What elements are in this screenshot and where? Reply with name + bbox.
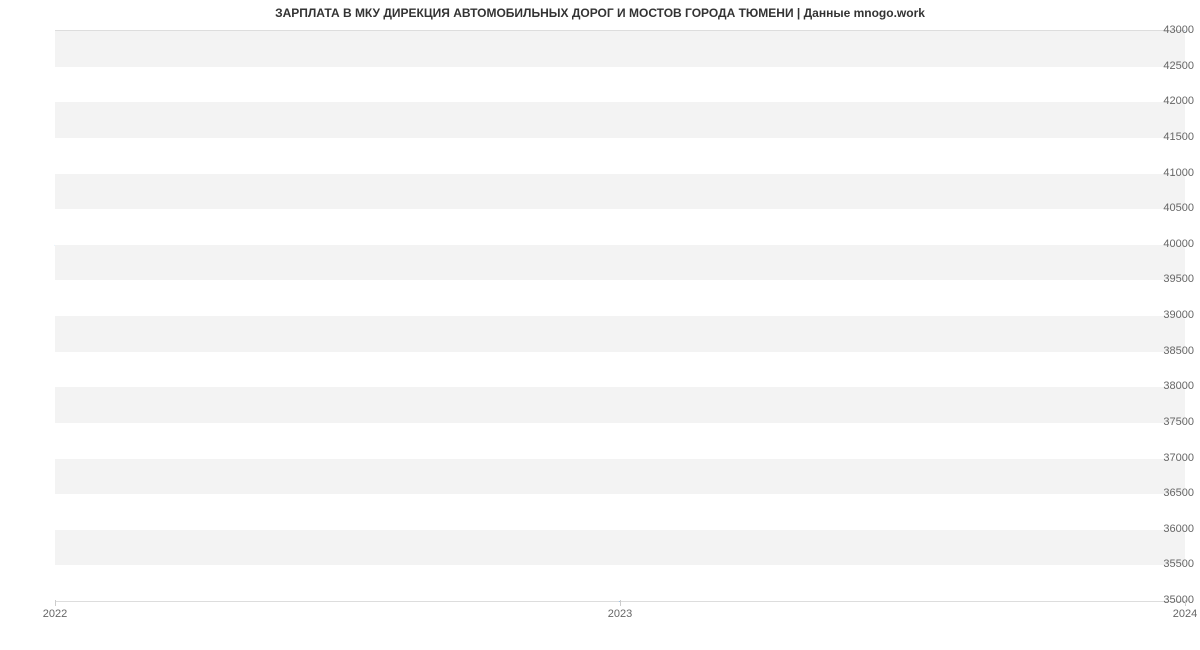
y-tick-label: 42000	[1141, 95, 1200, 107]
grid-band	[55, 316, 1185, 352]
y-tick-label: 37000	[1141, 452, 1200, 464]
grid-band	[55, 459, 1185, 495]
plot-area	[55, 30, 1185, 602]
x-tick-mark	[55, 600, 56, 606]
salary-line-chart: ЗАРПЛАТА В МКУ ДИРЕКЦИЯ АВТОМОБИЛЬНЫХ ДО…	[0, 0, 1200, 650]
y-tick-label: 41500	[1141, 131, 1200, 143]
x-tick-label: 2022	[43, 608, 67, 620]
y-tick-label: 39000	[1141, 309, 1200, 321]
grid-band	[55, 423, 1185, 459]
x-tick-mark	[1185, 600, 1186, 606]
grid-band	[55, 245, 1185, 281]
grid-band	[55, 174, 1185, 210]
grid-band	[55, 565, 1185, 601]
y-tick-label: 39500	[1141, 273, 1200, 285]
y-tick-label: 38500	[1141, 345, 1200, 357]
grid-band	[55, 102, 1185, 138]
x-tick-mark	[620, 600, 621, 606]
x-tick-label: 2024	[1173, 608, 1197, 620]
y-tick-label: 42500	[1141, 60, 1200, 72]
grid-band	[55, 138, 1185, 174]
y-tick-label: 38000	[1141, 380, 1200, 392]
y-tick-label: 40000	[1141, 238, 1200, 250]
grid-band	[55, 494, 1185, 530]
grid-band	[55, 352, 1185, 388]
grid-band	[55, 209, 1185, 245]
grid-band	[55, 530, 1185, 566]
grid-band	[55, 67, 1185, 103]
x-tick-label: 2023	[608, 608, 632, 620]
y-tick-label: 35000	[1141, 594, 1200, 606]
y-tick-label: 41000	[1141, 167, 1200, 179]
y-tick-label: 40500	[1141, 202, 1200, 214]
y-tick-label: 43000	[1141, 24, 1200, 36]
y-tick-label: 36000	[1141, 523, 1200, 535]
y-tick-label: 36500	[1141, 487, 1200, 499]
grid-band	[55, 387, 1185, 423]
y-tick-label: 37500	[1141, 416, 1200, 428]
y-tick-label: 35500	[1141, 558, 1200, 570]
grid-band	[55, 31, 1185, 67]
chart-title: ЗАРПЛАТА В МКУ ДИРЕКЦИЯ АВТОМОБИЛЬНЫХ ДО…	[0, 6, 1200, 20]
grid-band	[55, 280, 1185, 316]
